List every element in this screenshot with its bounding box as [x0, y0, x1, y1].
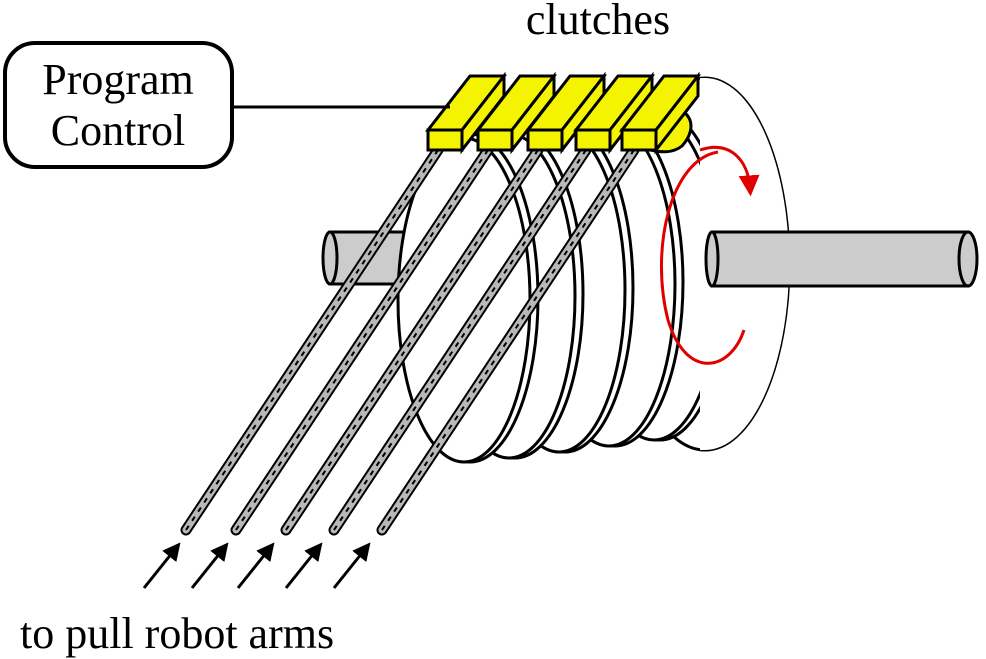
- clutch-3: [524, 71, 608, 155]
- cable-3: [280, 144, 544, 536]
- bottom-label: to pull robot arms: [20, 609, 334, 658]
- cable-1: [180, 144, 444, 536]
- cable-4: [328, 144, 592, 536]
- program-control-box: Program Control: [3, 41, 234, 169]
- cables: [180, 144, 640, 536]
- pull-arrow-icon: [142, 542, 181, 589]
- cable-5: [376, 144, 640, 536]
- right-shaft: [704, 230, 979, 288]
- clutches: [424, 71, 702, 155]
- program-control-line1: Program: [42, 55, 194, 104]
- pull-arrow-icon: [190, 542, 229, 589]
- pull-arrow-icon: [284, 542, 323, 589]
- pull-arrow-icon: [236, 542, 275, 589]
- rotation-arrow-icon: [660, 145, 760, 365]
- clutch-2: [474, 71, 558, 155]
- drum: [396, 76, 791, 464]
- clutch-5: [618, 71, 702, 155]
- cable-2: [230, 144, 494, 536]
- pull-arrow-icon: [332, 542, 371, 589]
- program-control-line2: Control: [51, 106, 185, 155]
- clutches-label: clutches: [526, 0, 670, 44]
- pull-arrows: [142, 542, 371, 589]
